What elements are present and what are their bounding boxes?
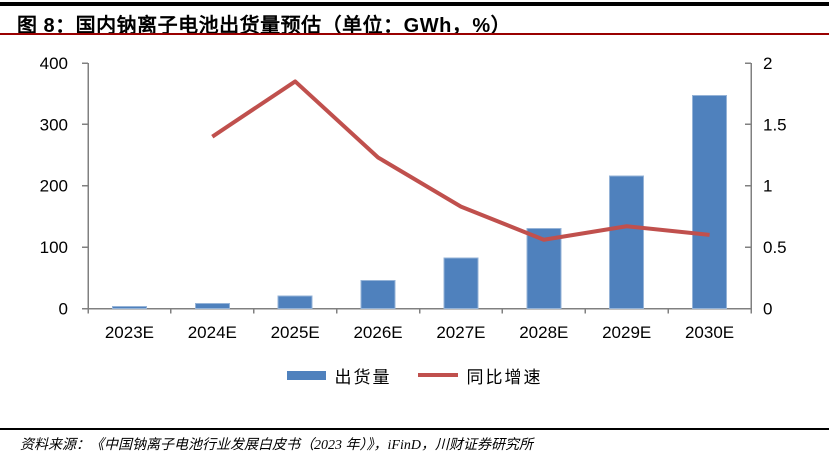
figure-title: 图 8：国内钠离子电池出货量预估（单位：GWh，%）: [17, 15, 512, 37]
svg-text:2023E: 2023E: [105, 323, 154, 342]
svg-text:2025E: 2025E: [271, 323, 320, 342]
svg-text:0.5: 0.5: [763, 238, 787, 257]
svg-text:2: 2: [763, 54, 772, 73]
svg-text:1: 1: [763, 177, 772, 196]
svg-text:2024E: 2024E: [188, 323, 237, 342]
source-note: 资料来源：《中国钠离子电池行业发展白皮书（2023 年）》，iFinD，川财证券…: [20, 438, 533, 453]
svg-text:200: 200: [40, 177, 68, 196]
svg-text:2029E: 2029E: [602, 323, 651, 342]
top-rule: [0, 2, 829, 6]
footer-rule: [0, 428, 829, 430]
svg-text:400: 400: [40, 54, 68, 73]
title-underline: [0, 33, 829, 35]
svg-text:2026E: 2026E: [353, 323, 402, 342]
chart-legend: 出货量 同比增速: [0, 362, 829, 388]
svg-text:2028E: 2028E: [519, 323, 568, 342]
legend-line-swatch: [417, 373, 458, 377]
legend-label-shipments: 出货量: [334, 367, 392, 387]
svg-text:2027E: 2027E: [436, 323, 485, 342]
svg-text:1.5: 1.5: [763, 115, 787, 134]
chart-svg: 0 100 200 300 400 0 0.5 1 1.5 2 2023E 2024E 2025E 202…: [40, 54, 787, 342]
svg-text:2030E: 2030E: [685, 323, 734, 342]
legend-label-growth: 同比增速: [466, 367, 543, 387]
svg-text:300: 300: [40, 115, 68, 134]
legend-bar-swatch: [286, 370, 326, 380]
svg-text:100: 100: [40, 238, 68, 257]
svg-text:0: 0: [59, 299, 68, 318]
svg-text:0: 0: [763, 299, 772, 318]
